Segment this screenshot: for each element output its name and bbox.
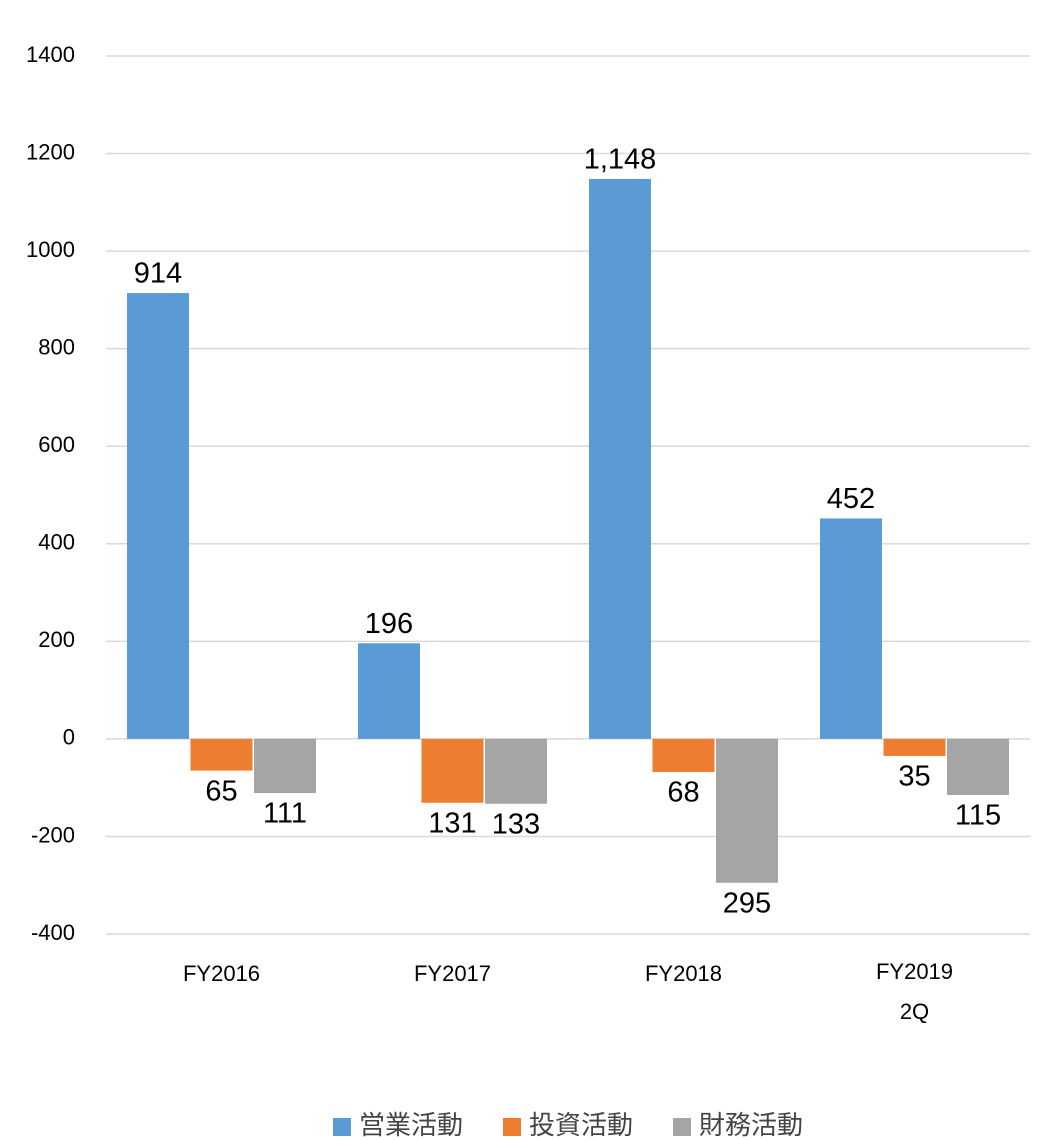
data-label: 111 bbox=[263, 798, 307, 830]
data-label: 115 bbox=[955, 800, 1001, 832]
y-tick-label: -200 bbox=[31, 822, 75, 847]
legend-swatch bbox=[502, 1118, 521, 1136]
x-tick-label: FY2018 bbox=[645, 961, 722, 986]
y-tick-label: 200 bbox=[38, 627, 75, 652]
legend: 営業活動 投資活動 財務活動 bbox=[332, 1110, 803, 1140]
legend-label: 営業活動 bbox=[359, 1110, 463, 1140]
bar bbox=[820, 518, 882, 739]
legend-label: 財務活動 bbox=[699, 1110, 803, 1140]
bar bbox=[358, 643, 420, 739]
data-label: 35 bbox=[898, 761, 930, 793]
data-label: 131 bbox=[428, 807, 476, 839]
x-tick-label: FY2019 2Q bbox=[876, 959, 953, 1024]
y-tick-label: 400 bbox=[38, 530, 75, 555]
data-label: 65 bbox=[205, 775, 237, 807]
bar bbox=[716, 738, 778, 883]
data-label: 1,148 bbox=[584, 144, 657, 176]
data-label: 133 bbox=[492, 808, 540, 840]
bar bbox=[127, 293, 189, 739]
data-label: 68 bbox=[667, 777, 699, 809]
bar bbox=[883, 738, 946, 756]
legend-swatch bbox=[673, 1118, 692, 1136]
y-tick-label: 800 bbox=[38, 334, 75, 359]
bar bbox=[947, 738, 1009, 795]
bar bbox=[589, 178, 651, 739]
data-label: 295 bbox=[723, 887, 771, 919]
y-tick-label: -400 bbox=[31, 920, 75, 945]
legend-label: 投資活動 bbox=[529, 1110, 633, 1140]
data-label: 914 bbox=[134, 258, 182, 290]
x-tick-label: FY2016 bbox=[183, 961, 260, 986]
bar bbox=[485, 738, 547, 804]
y-tick-label: 1200 bbox=[26, 139, 75, 164]
legend-swatch bbox=[332, 1118, 351, 1136]
y-tick-label: 600 bbox=[38, 432, 75, 457]
y-tick-label: 1400 bbox=[26, 42, 75, 67]
bar bbox=[190, 738, 253, 771]
bar bbox=[254, 738, 316, 794]
x-tick-label: FY2017 bbox=[414, 961, 491, 986]
bar bbox=[652, 738, 715, 773]
bar bbox=[421, 738, 484, 803]
data-label: 196 bbox=[365, 608, 413, 640]
y-tick-label: 1000 bbox=[26, 237, 75, 262]
data-label: 452 bbox=[827, 483, 875, 515]
y-tick-label: 0 bbox=[63, 725, 75, 750]
